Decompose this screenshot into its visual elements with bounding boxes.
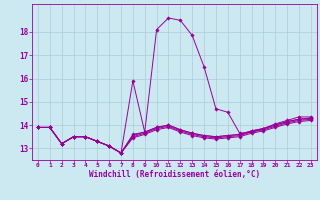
X-axis label: Windchill (Refroidissement éolien,°C): Windchill (Refroidissement éolien,°C) [89,170,260,179]
